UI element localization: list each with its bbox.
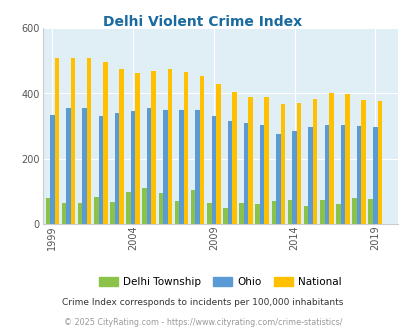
Bar	[335, 204, 340, 224]
Bar	[344, 94, 349, 224]
Bar	[142, 188, 147, 224]
Bar	[126, 192, 130, 224]
Bar	[207, 203, 211, 224]
Bar	[292, 131, 296, 224]
Bar	[303, 206, 308, 224]
Legend: Delhi Township, Ohio, National: Delhi Township, Ohio, National	[94, 273, 345, 291]
Text: © 2025 CityRating.com - https://www.cityrating.com/crime-statistics/: © 2025 CityRating.com - https://www.city…	[64, 318, 341, 327]
Bar	[54, 57, 59, 224]
Bar	[264, 97, 269, 224]
Bar	[87, 57, 91, 224]
Bar	[377, 101, 381, 224]
Bar	[271, 202, 275, 224]
Bar	[163, 110, 167, 224]
Bar	[199, 76, 204, 224]
Bar	[248, 97, 252, 224]
Bar	[356, 126, 360, 224]
Bar	[70, 57, 75, 224]
Bar	[167, 69, 172, 224]
Bar	[179, 110, 183, 224]
Bar	[151, 71, 156, 224]
Bar	[232, 92, 236, 224]
Bar	[183, 72, 188, 224]
Bar	[114, 113, 119, 224]
Bar	[147, 108, 151, 224]
Bar	[215, 84, 220, 224]
Bar	[360, 100, 365, 224]
Bar	[223, 208, 227, 224]
Bar	[130, 112, 135, 224]
Bar	[324, 125, 328, 224]
Bar	[110, 202, 114, 224]
Bar	[239, 203, 243, 224]
Bar	[78, 203, 82, 224]
Bar	[103, 62, 107, 224]
Bar	[190, 190, 195, 224]
Bar	[328, 93, 333, 224]
Bar	[352, 198, 356, 224]
Bar	[275, 134, 280, 224]
Bar	[287, 200, 292, 224]
Bar	[340, 125, 344, 224]
Text: Crime Index corresponds to incidents per 100,000 inhabitants: Crime Index corresponds to incidents per…	[62, 298, 343, 308]
Bar	[255, 204, 259, 224]
Bar	[66, 108, 70, 224]
Bar	[135, 73, 139, 224]
Bar	[195, 110, 199, 224]
Bar	[82, 108, 87, 224]
Bar	[259, 125, 264, 224]
Text: Delhi Violent Crime Index: Delhi Violent Crime Index	[103, 15, 302, 29]
Bar	[372, 127, 377, 224]
Bar	[296, 103, 301, 224]
Bar	[94, 197, 98, 224]
Bar	[308, 127, 312, 224]
Bar	[319, 200, 324, 224]
Bar	[174, 202, 179, 224]
Bar	[368, 199, 372, 224]
Bar	[98, 116, 103, 224]
Bar	[280, 104, 284, 224]
Bar	[45, 198, 50, 224]
Bar	[211, 116, 215, 224]
Bar	[62, 203, 66, 224]
Bar	[119, 69, 124, 224]
Bar	[50, 115, 54, 224]
Bar	[227, 121, 232, 224]
Bar	[243, 123, 248, 224]
Bar	[312, 99, 317, 224]
Bar	[158, 193, 163, 224]
